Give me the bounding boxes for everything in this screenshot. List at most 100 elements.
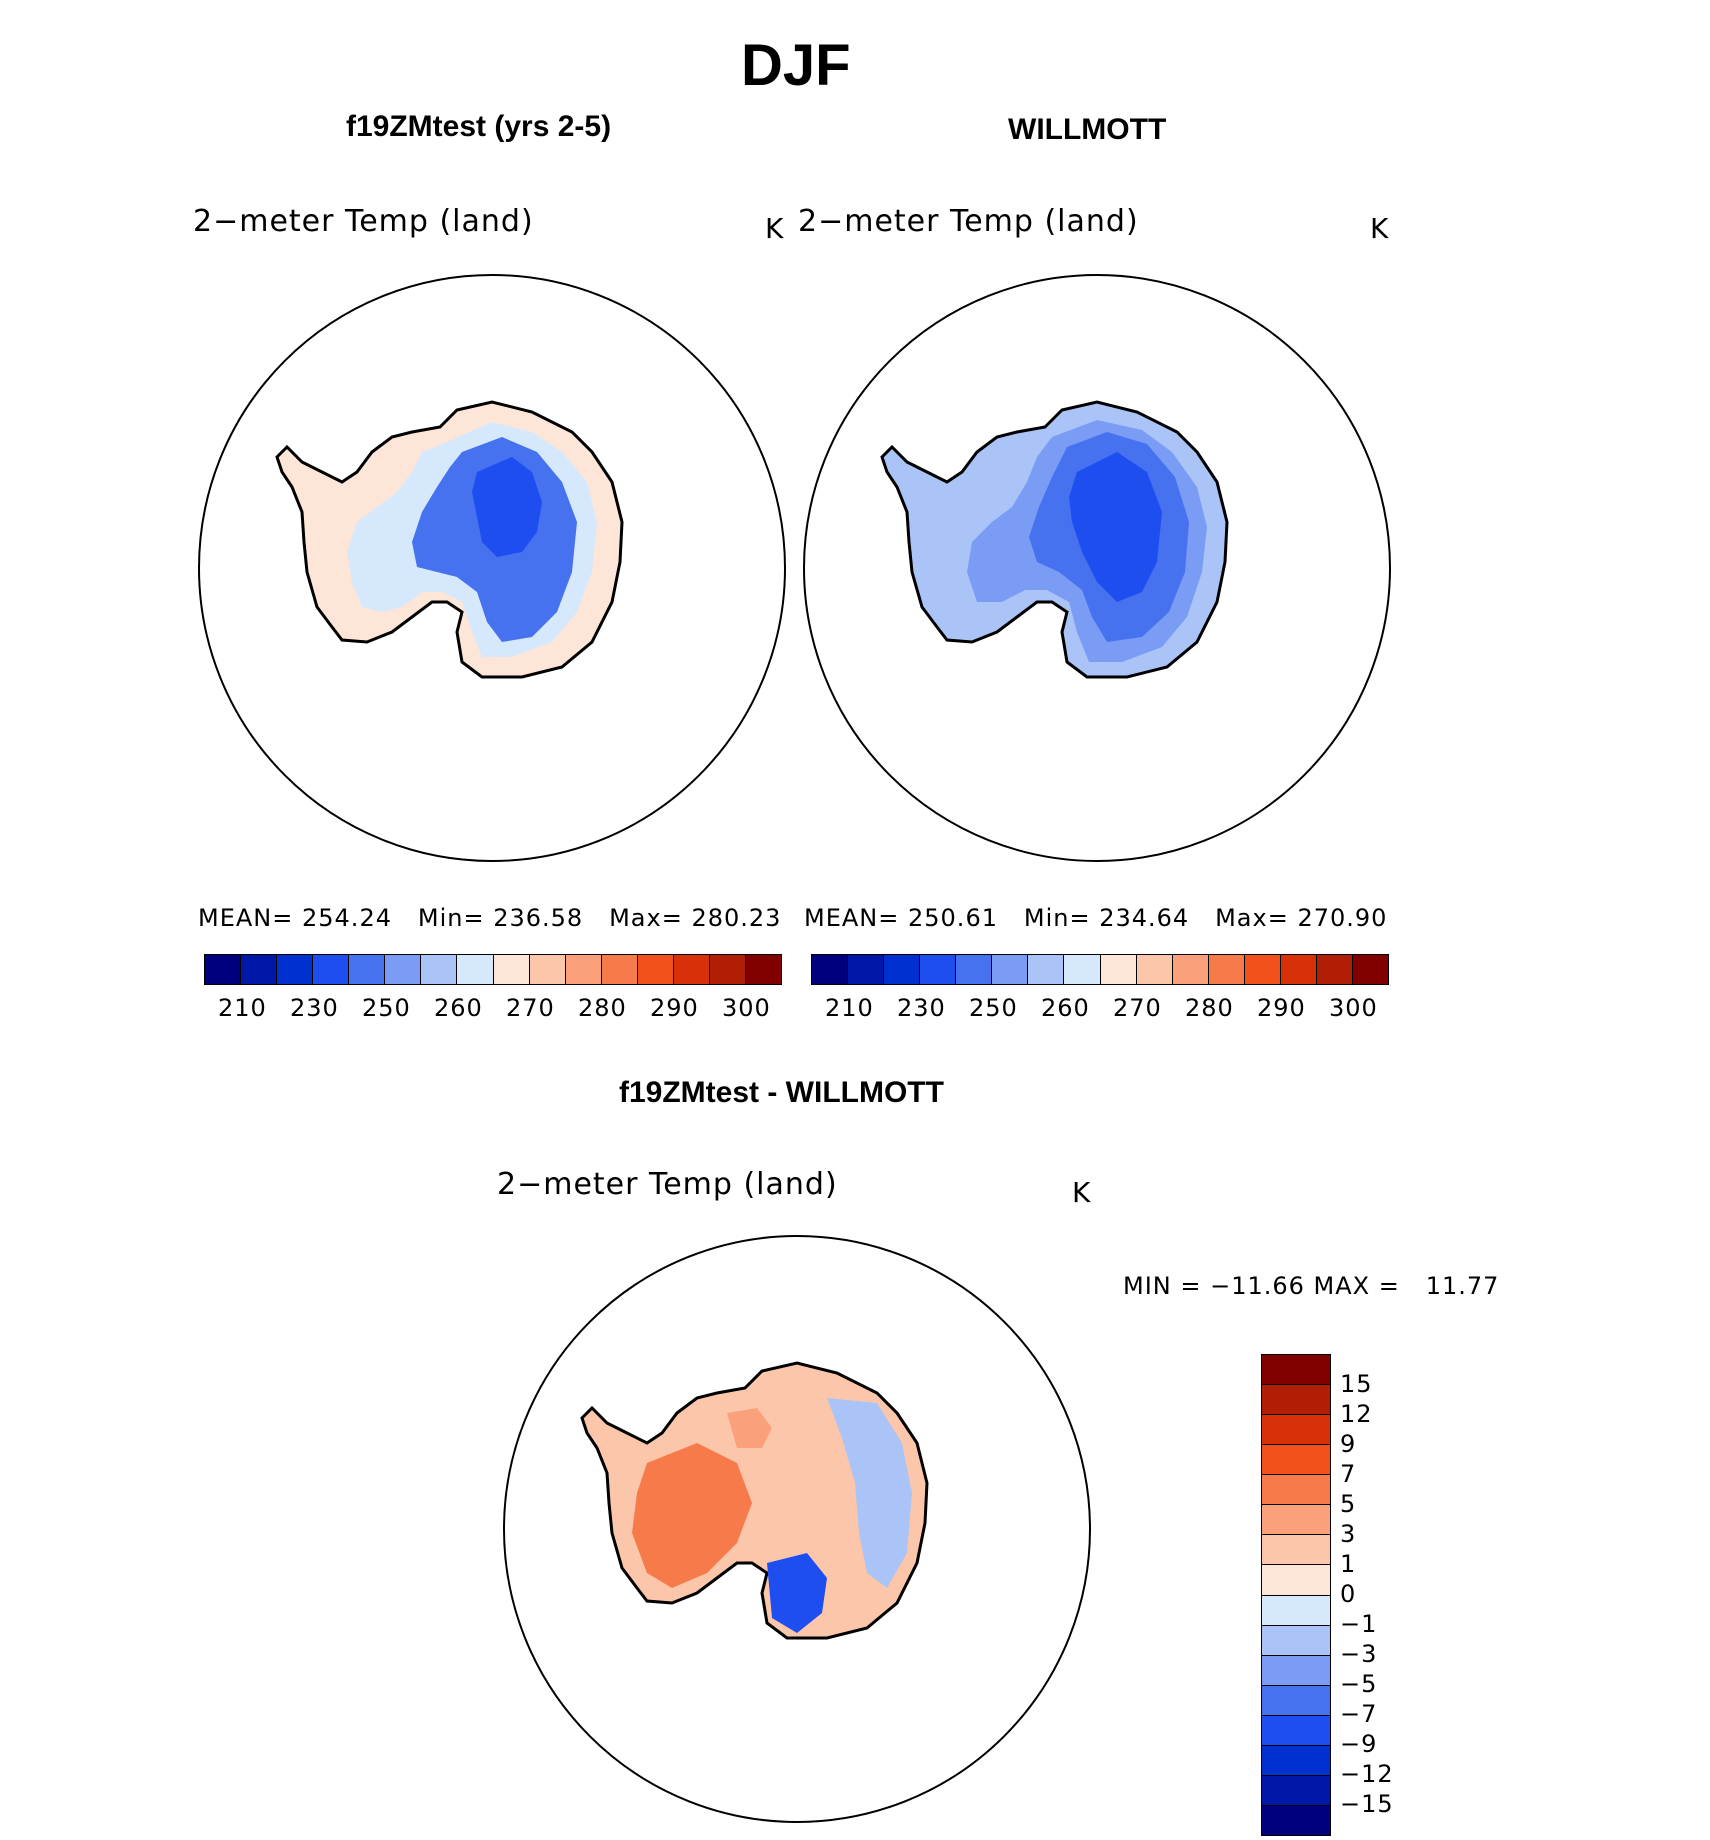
colorbar-tick-label: 0 xyxy=(1340,1580,1357,1608)
colorbar-swatch xyxy=(992,955,1029,984)
panel-2-map xyxy=(803,274,1391,862)
panel-2-colorbar xyxy=(811,954,1389,985)
colorbar-tick-label: 300 xyxy=(722,994,771,1022)
panel-1-units: K xyxy=(765,212,785,245)
diff-map xyxy=(503,1235,1091,1823)
max-value: 270.90 xyxy=(1297,904,1388,932)
colorbar-swatch xyxy=(493,955,530,984)
panel-2-units: K xyxy=(1370,212,1390,245)
min-label: Min= xyxy=(417,904,485,932)
colorbar-tick-label: −15 xyxy=(1340,1790,1394,1818)
colorbar-swatch xyxy=(1262,1475,1330,1506)
panel-1-variable: 2−meter Temp (land) xyxy=(193,204,534,239)
colorbar-swatch xyxy=(1262,1595,1330,1626)
diff-variable: 2−meter Temp (land) xyxy=(497,1167,838,1202)
colorbar-swatch xyxy=(1262,1415,1330,1446)
panel-1-stats: MEAN= 254.24 Min= 236.58 Max= 280.23 xyxy=(198,904,781,932)
colorbar-swatch xyxy=(277,955,314,984)
colorbar-swatch xyxy=(241,955,278,984)
colorbar-swatch xyxy=(1262,1655,1330,1686)
colorbar-swatch xyxy=(637,955,674,984)
colorbar-tick-label: 250 xyxy=(969,994,1018,1022)
colorbar-swatch xyxy=(1262,1505,1330,1536)
colorbar-tick-label: 9 xyxy=(1340,1430,1357,1458)
colorbar-swatch xyxy=(1262,1565,1330,1596)
panel-1-colorbar xyxy=(204,954,782,985)
colorbar-tick-label: 3 xyxy=(1340,1520,1357,1548)
colorbar-swatch xyxy=(601,955,638,984)
colorbar-swatch xyxy=(1064,955,1101,984)
colorbar-swatch xyxy=(457,955,494,984)
colorbar-swatch xyxy=(1262,1805,1330,1835)
colorbar-swatch xyxy=(1262,1445,1330,1476)
colorbar-tick-label: 210 xyxy=(825,994,874,1022)
colorbar-swatch xyxy=(1262,1625,1330,1656)
colorbar-swatch xyxy=(1280,955,1317,984)
panel-2-variable: 2−meter Temp (land) xyxy=(798,204,1139,239)
colorbar-tick-label: −3 xyxy=(1340,1640,1378,1668)
antarctica-field xyxy=(580,1361,929,1640)
colorbar-swatch xyxy=(1244,955,1281,984)
colorbar-swatch xyxy=(1028,955,1065,984)
colorbar-tick-label: 250 xyxy=(362,994,411,1022)
colorbar-swatch xyxy=(1262,1355,1330,1386)
colorbar-swatch xyxy=(673,955,710,984)
colorbar-tick-label: 1 xyxy=(1340,1550,1357,1578)
colorbar-swatch xyxy=(1316,955,1353,984)
colorbar-tick-label: 15 xyxy=(1340,1370,1373,1398)
colorbar-swatch xyxy=(1262,1745,1330,1776)
panel-1-map xyxy=(198,274,786,862)
colorbar-tick-label: −1 xyxy=(1340,1610,1378,1638)
mean-value: 254.24 xyxy=(302,904,392,932)
panel-1-heading: f19ZMtest (yrs 2-5) xyxy=(346,110,612,143)
colorbar-swatch xyxy=(1262,1715,1330,1746)
colorbar-swatch xyxy=(1208,955,1245,984)
colorbar-swatch xyxy=(1100,955,1137,984)
colorbar-swatch xyxy=(1262,1685,1330,1716)
mean-label: MEAN= xyxy=(198,904,294,932)
colorbar-tick-label: 230 xyxy=(897,994,946,1022)
min-value: 236.58 xyxy=(493,904,584,932)
colorbar-swatch xyxy=(313,955,350,984)
diff-units: K xyxy=(1072,1176,1092,1209)
diff-minmax: MIN = −11.66 MAX = 11.77 xyxy=(1123,1272,1500,1300)
min-value: 234.64 xyxy=(1099,904,1190,932)
colorbar-tick-label: 230 xyxy=(290,994,339,1022)
colorbar-tick-label: −5 xyxy=(1340,1670,1378,1698)
colorbar-tick-label: 300 xyxy=(1329,994,1378,1022)
max-value: 280.23 xyxy=(691,904,782,932)
colorbar-swatch xyxy=(1262,1385,1330,1416)
max-label: Max= xyxy=(1215,904,1289,932)
colorbar-swatch xyxy=(709,955,746,984)
colorbar-swatch xyxy=(349,955,386,984)
colorbar-swatch xyxy=(385,955,422,984)
antarctica-field xyxy=(275,400,624,679)
colorbar-tick-label: 12 xyxy=(1340,1400,1373,1428)
diff-colorbar xyxy=(1261,1354,1331,1836)
colorbar-tick-label: 290 xyxy=(650,994,699,1022)
colorbar-tick-label: −7 xyxy=(1340,1700,1378,1728)
colorbar-tick-label: 270 xyxy=(506,994,555,1022)
antarctica-field xyxy=(880,400,1229,679)
mean-label: MEAN= xyxy=(804,904,900,932)
colorbar-swatch xyxy=(956,955,993,984)
colorbar-swatch xyxy=(848,955,885,984)
figure-title: DJF xyxy=(741,33,851,98)
colorbar-tick-label: 280 xyxy=(1185,994,1234,1022)
colorbar-swatch xyxy=(1262,1775,1330,1806)
colorbar-swatch xyxy=(421,955,458,984)
diff-heading: f19ZMtest - WILLMOTT xyxy=(619,1076,944,1109)
colorbar-tick-label: 260 xyxy=(1041,994,1090,1022)
colorbar-swatch xyxy=(920,955,957,984)
colorbar-tick-label: −9 xyxy=(1340,1730,1378,1758)
colorbar-tick-label: 7 xyxy=(1340,1460,1357,1488)
colorbar-tick-label: −12 xyxy=(1340,1760,1394,1788)
colorbar-swatch xyxy=(1136,955,1173,984)
colorbar-tick-label: 260 xyxy=(434,994,483,1022)
colorbar-swatch xyxy=(884,955,921,984)
min-label: Min= xyxy=(1023,904,1091,932)
colorbar-swatch xyxy=(529,955,566,984)
colorbar-tick-label: 210 xyxy=(218,994,267,1022)
colorbar-tick-label: 5 xyxy=(1340,1490,1357,1518)
colorbar-tick-label: 290 xyxy=(1257,994,1306,1022)
